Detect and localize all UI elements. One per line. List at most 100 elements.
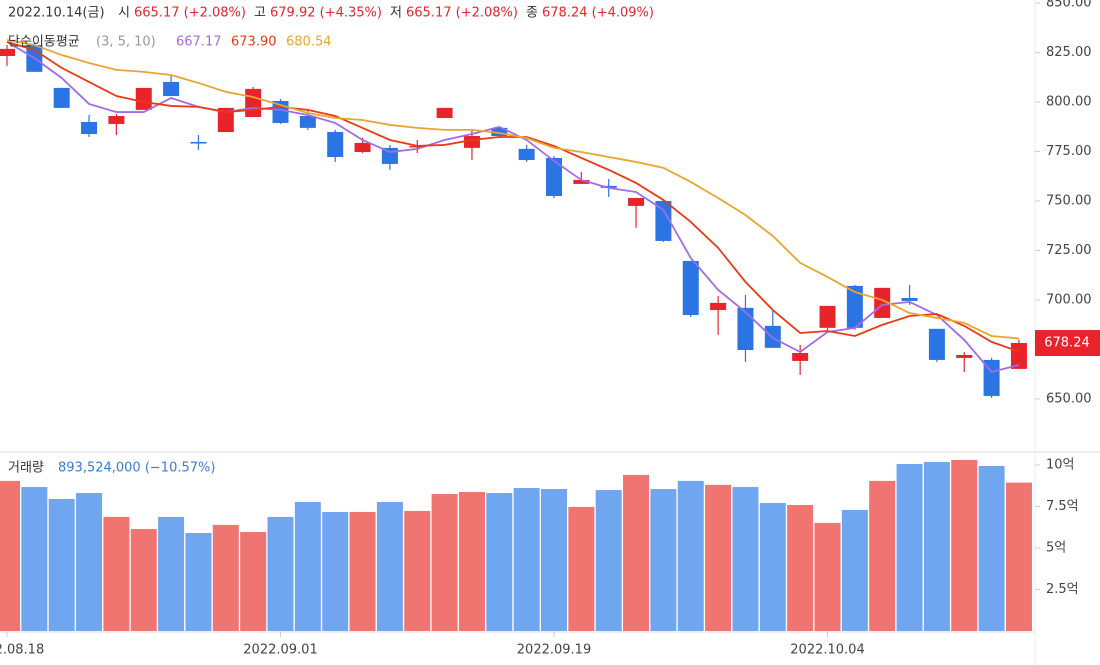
volume-bar bbox=[978, 465, 1005, 631]
x-tick-label: 2022.10.04 bbox=[790, 643, 864, 658]
header-date: 2022.10.14(금) bbox=[8, 6, 105, 21]
last-price-tag bbox=[1035, 330, 1100, 357]
volume-bar bbox=[294, 501, 321, 631]
volume-bar bbox=[376, 501, 403, 631]
candle-body bbox=[0, 48, 15, 57]
header-value: 679.92 (+4.35%) bbox=[270, 6, 382, 21]
volume-bar bbox=[787, 504, 814, 631]
y-tick-label: 650.00 bbox=[1046, 391, 1092, 406]
y-tick-label: 725.00 bbox=[1046, 243, 1092, 258]
volume-bar bbox=[103, 516, 130, 631]
volume-value: 893,524,000 (−10.57%) bbox=[58, 461, 215, 476]
candle-body bbox=[874, 287, 891, 318]
y-tick-label: 700.00 bbox=[1046, 292, 1092, 307]
volume-bar bbox=[404, 510, 431, 631]
candle-body bbox=[463, 136, 480, 148]
last-price-label: 678.24 bbox=[1044, 336, 1090, 351]
y-tick-label: 825.00 bbox=[1046, 45, 1092, 60]
candle-body bbox=[928, 328, 945, 360]
volume-bar bbox=[486, 493, 513, 631]
volume-bar bbox=[595, 490, 622, 631]
candle-body bbox=[792, 352, 809, 361]
x-tick-label: 2022.09.01 bbox=[243, 643, 317, 658]
y-tick-label: 10억 bbox=[1046, 457, 1075, 472]
ma-line bbox=[6, 39, 1020, 340]
y-tick-label: 850.00 bbox=[1046, 0, 1092, 10]
x-tick-label: 2022.09.19 bbox=[517, 643, 591, 658]
y-tick-label: 775.00 bbox=[1046, 144, 1092, 159]
y-tick-label: 800.00 bbox=[1046, 94, 1092, 109]
ma-label: 단순이동평균 bbox=[8, 35, 80, 50]
ma-value: 680.54 bbox=[286, 35, 332, 50]
y-tick-label: 7.5억 bbox=[1046, 499, 1079, 514]
volume-bar bbox=[21, 487, 48, 631]
candle-body bbox=[573, 179, 590, 184]
volume-bar bbox=[541, 489, 567, 631]
volume-bar bbox=[732, 487, 759, 631]
candle-body bbox=[628, 197, 645, 206]
candle-body bbox=[327, 132, 344, 157]
candle-body bbox=[546, 157, 562, 196]
volume-bar bbox=[158, 516, 185, 631]
volume-bar bbox=[240, 532, 267, 631]
ma-periods: (3, 5, 10) bbox=[96, 35, 156, 50]
volume-bar bbox=[322, 511, 349, 631]
header-value: 665.17 (+2.08%) bbox=[134, 6, 246, 21]
header-label: 저 bbox=[390, 6, 402, 21]
ma-value: 667.17 bbox=[176, 35, 222, 50]
header-label: 고 bbox=[254, 6, 266, 21]
candle-body bbox=[655, 200, 672, 241]
ma-value: 673.90 bbox=[231, 35, 277, 50]
volume-bar bbox=[1005, 482, 1032, 631]
volume-bar bbox=[951, 459, 978, 631]
candle-body bbox=[135, 87, 152, 110]
candle-body bbox=[956, 354, 973, 358]
header-value: 665.17 (+2.08%) bbox=[406, 6, 518, 21]
x-tick-label: 2022.08.18 bbox=[0, 643, 44, 658]
header-label: 종 bbox=[526, 6, 538, 21]
volume-bar bbox=[869, 480, 896, 631]
header-label: 시 bbox=[118, 6, 130, 21]
candle-body bbox=[163, 81, 180, 97]
candle-body bbox=[901, 297, 918, 301]
volume-bar bbox=[76, 493, 103, 631]
volume-bar bbox=[705, 484, 732, 631]
volume-bar bbox=[130, 529, 157, 631]
candle-body bbox=[108, 116, 125, 124]
y-tick-label: 750.00 bbox=[1046, 193, 1092, 208]
candle-body bbox=[710, 302, 727, 311]
header: 2022.10.14(금) 시 665.17 (+2.08%) 고 679.92… bbox=[8, 6, 654, 476]
volume-bar bbox=[185, 533, 212, 631]
volume-bar bbox=[48, 499, 75, 631]
volume-title: 거래량 bbox=[8, 461, 44, 476]
candle-body bbox=[682, 260, 699, 315]
ma-line bbox=[6, 41, 1020, 353]
candle-body bbox=[600, 185, 617, 188]
volume-bar bbox=[267, 516, 294, 631]
candle-body bbox=[217, 107, 234, 133]
candle-body bbox=[81, 121, 98, 135]
candle-body bbox=[436, 107, 453, 118]
volume-bar bbox=[458, 492, 485, 631]
candle-body bbox=[846, 285, 863, 328]
volume-bar bbox=[623, 474, 650, 631]
candle-body bbox=[299, 116, 316, 128]
candle-body bbox=[190, 141, 207, 144]
volume-bar bbox=[650, 489, 677, 631]
candle-body bbox=[518, 148, 535, 160]
y-tick-label: 2.5억 bbox=[1046, 582, 1079, 597]
volume-bar bbox=[814, 522, 841, 631]
volume-bar bbox=[513, 488, 540, 631]
volume-bar bbox=[896, 463, 923, 631]
candle-body bbox=[354, 142, 371, 153]
volume-bar bbox=[431, 494, 458, 631]
volume-bar bbox=[0, 480, 20, 631]
candle-body bbox=[491, 127, 508, 137]
candle-body bbox=[53, 87, 70, 108]
candle-body bbox=[245, 88, 262, 118]
volume-bar bbox=[677, 480, 704, 631]
candle-body bbox=[819, 305, 836, 328]
candle-body bbox=[983, 359, 1000, 396]
